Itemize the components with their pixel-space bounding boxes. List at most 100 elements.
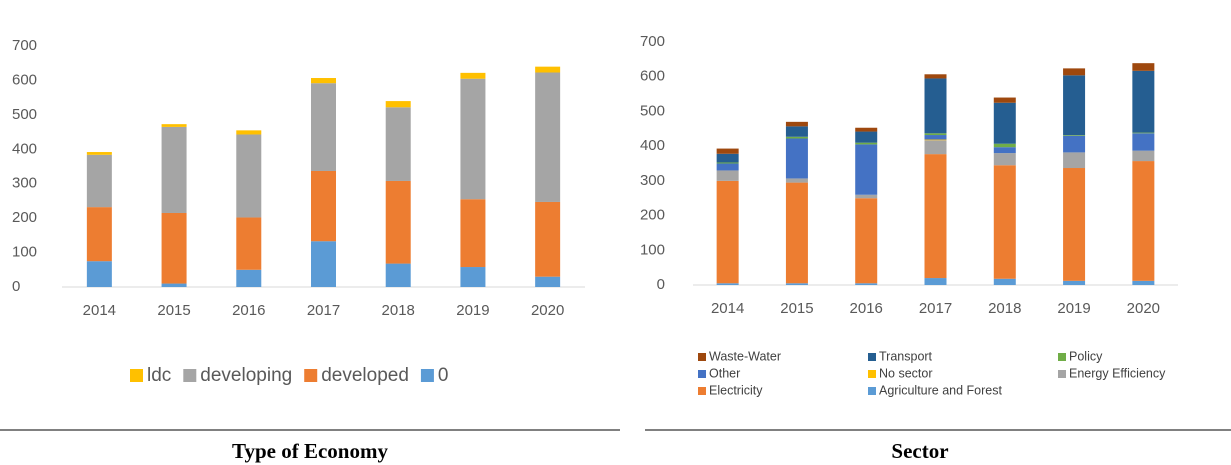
legend-swatch <box>304 369 318 382</box>
bar-segment <box>236 134 262 218</box>
y-tick-label: 100 <box>12 244 37 261</box>
bar-segment <box>1063 135 1086 153</box>
legend-swatch <box>868 370 876 378</box>
legend-swatch <box>130 369 143 382</box>
y-tick-label: 500 <box>640 102 665 119</box>
bar-segment <box>924 154 947 279</box>
y-tick-label: 100 <box>640 241 665 258</box>
bar-segment <box>1063 68 1086 76</box>
bar-segment <box>385 107 411 181</box>
bar-segment <box>161 124 187 127</box>
legend-label: 0 <box>438 365 449 386</box>
bar-segment <box>86 152 112 155</box>
bar-segment <box>1063 135 1086 136</box>
y-tick-label: 200 <box>12 209 37 226</box>
legend-swatch <box>868 387 876 395</box>
bar-segment <box>924 278 947 285</box>
bar-segment <box>924 135 947 140</box>
bar-segment <box>993 147 1016 154</box>
bar-segment <box>460 199 486 268</box>
x-tick-label: 2020 <box>531 302 564 319</box>
chart-title: Sector <box>891 439 948 463</box>
bar-segment <box>311 241 336 287</box>
legend-label: Agriculture and Forest <box>879 383 1003 397</box>
x-tick-label: 2014 <box>711 300 744 317</box>
bar-segment <box>855 144 878 195</box>
legend-label: developed <box>321 365 409 386</box>
bar-segment <box>86 261 112 287</box>
x-tick-label: 2017 <box>919 300 952 317</box>
x-tick-label: 2015 <box>780 300 813 317</box>
bar-segment <box>855 142 878 145</box>
bar-segment <box>855 131 878 143</box>
x-tick-label: 2015 <box>157 302 190 319</box>
bar-segment <box>785 136 808 139</box>
y-tick-label: 200 <box>640 207 665 224</box>
bar-segment <box>716 153 739 163</box>
bar-segment <box>785 178 808 183</box>
legend-swatch <box>1058 370 1066 378</box>
legend-swatch <box>698 387 706 395</box>
bar-segment <box>161 126 187 213</box>
bar-segment <box>785 283 808 285</box>
y-tick-label: 500 <box>12 106 37 123</box>
bar-segment <box>924 139 947 141</box>
legend-swatch <box>698 353 706 361</box>
bar-segment <box>855 194 878 199</box>
legend-swatch <box>420 369 434 382</box>
bar-segment <box>785 121 808 127</box>
y-tick-label: 600 <box>640 68 665 85</box>
y-tick-label: 700 <box>12 37 37 54</box>
bar-segment <box>993 153 1016 166</box>
legend-swatch <box>698 370 706 378</box>
bar-segment <box>924 133 947 136</box>
x-tick-label: 2016 <box>850 300 883 317</box>
bar-segment <box>311 78 336 84</box>
bar-segment <box>855 127 878 132</box>
bar-segment <box>385 101 411 108</box>
y-tick-label: 400 <box>640 137 665 154</box>
x-tick-label: 2018 <box>988 300 1021 317</box>
bar-segment <box>716 170 739 181</box>
bar-segment <box>993 102 1016 144</box>
bar-segment <box>1063 168 1086 281</box>
y-tick-label: 600 <box>12 71 37 88</box>
bar-segment <box>535 201 561 277</box>
bar-segment <box>855 283 878 285</box>
x-tick-label: 2017 <box>307 302 340 319</box>
bar-segment <box>716 283 739 285</box>
bar-segment <box>236 269 262 287</box>
legend-label: Other <box>709 366 740 380</box>
bar-segment <box>535 66 561 73</box>
bar-segment <box>1132 150 1155 162</box>
bar-segment <box>716 148 739 154</box>
legend-label: Electricity <box>709 383 763 397</box>
bar-segment <box>993 143 1016 148</box>
bar-segment <box>1132 280 1155 285</box>
bar-segment <box>716 163 739 171</box>
x-tick-label: 2016 <box>232 302 265 319</box>
bar-segment <box>924 140 947 155</box>
bar-segment <box>1132 63 1155 71</box>
bar-segment <box>161 212 187 284</box>
bar-segment <box>993 97 1016 103</box>
y-tick-label: 300 <box>640 172 665 189</box>
chart-title: Type of Economy <box>232 439 388 463</box>
legend-label: Waste-Water <box>709 349 781 363</box>
bar-segment <box>1132 133 1155 151</box>
y-tick-label: 0 <box>12 278 20 295</box>
bar-segment <box>535 72 561 202</box>
bar-segment <box>161 283 187 287</box>
bar-segment <box>716 162 739 164</box>
legend-label: Policy <box>1069 349 1103 363</box>
y-tick-label: 0 <box>657 276 665 293</box>
bar-segment <box>1063 280 1086 285</box>
bar-segment <box>1132 132 1155 134</box>
x-tick-label: 2014 <box>83 302 116 319</box>
bar-segment <box>236 217 262 270</box>
bar-segment <box>535 276 561 287</box>
bar-segment <box>1132 70 1155 133</box>
bar-segment <box>311 83 336 171</box>
bar-segment <box>385 180 411 264</box>
bar-segment <box>86 154 112 208</box>
